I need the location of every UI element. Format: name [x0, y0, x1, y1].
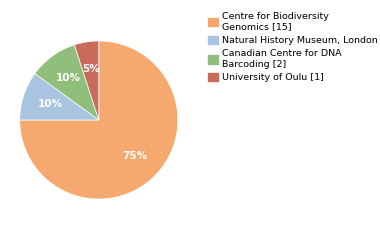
Wedge shape	[35, 45, 99, 120]
Text: 10%: 10%	[38, 99, 62, 109]
Wedge shape	[20, 73, 99, 120]
Legend: Centre for Biodiversity
Genomics [15], Natural History Museum, London [2], Canad: Centre for Biodiversity Genomics [15], N…	[206, 10, 380, 84]
Wedge shape	[20, 41, 178, 199]
Text: 75%: 75%	[123, 151, 148, 161]
Text: 10%: 10%	[56, 73, 81, 84]
Text: 5%: 5%	[82, 64, 100, 74]
Wedge shape	[74, 41, 99, 120]
